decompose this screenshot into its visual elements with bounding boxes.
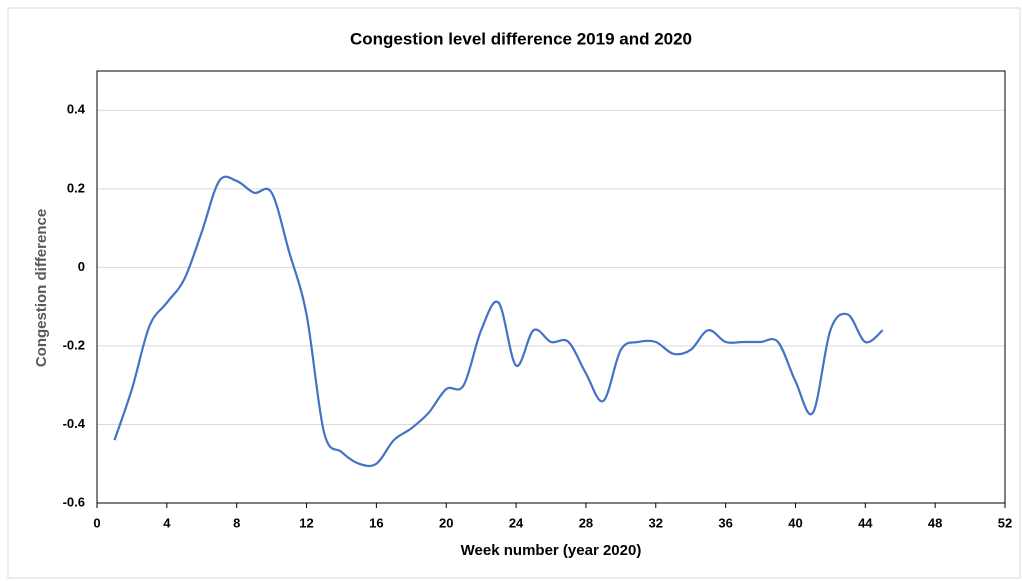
y-tick-label: 0.4 [67, 102, 86, 117]
x-tick-label: 24 [509, 515, 524, 530]
chart-frame [7, 7, 1021, 579]
y-axis-label: Congestion difference [33, 209, 50, 367]
x-tick-label: 16 [369, 515, 383, 530]
plot-frame [96, 70, 1006, 504]
x-tick-label: 4 [163, 515, 171, 530]
x-tick-label: 44 [858, 515, 873, 530]
x-tick-label: 36 [718, 515, 732, 530]
x-tick-label: 20 [439, 515, 453, 530]
x-tick-label: 12 [299, 515, 313, 530]
x-axis-label: Week number (year 2020) [461, 542, 642, 559]
y-tick-label: 0.2 [67, 180, 85, 195]
x-tick-label: 40 [788, 515, 802, 530]
x-tick-label: 48 [928, 515, 942, 530]
x-tick-label: 28 [579, 515, 593, 530]
x-tick-label: 8 [233, 515, 240, 530]
y-tick-label: 0 [78, 259, 85, 274]
x-tick-label: 52 [998, 515, 1012, 530]
x-tick-label: 32 [649, 515, 663, 530]
chart-title: Congestion level difference 2019 and 202… [350, 29, 692, 48]
x-tick-label: 0 [93, 515, 100, 530]
y-tick-label: -0.6 [63, 494, 85, 509]
y-tick-label: -0.4 [63, 416, 86, 431]
data-line [113, 175, 884, 468]
y-tick-label: -0.2 [63, 337, 85, 352]
